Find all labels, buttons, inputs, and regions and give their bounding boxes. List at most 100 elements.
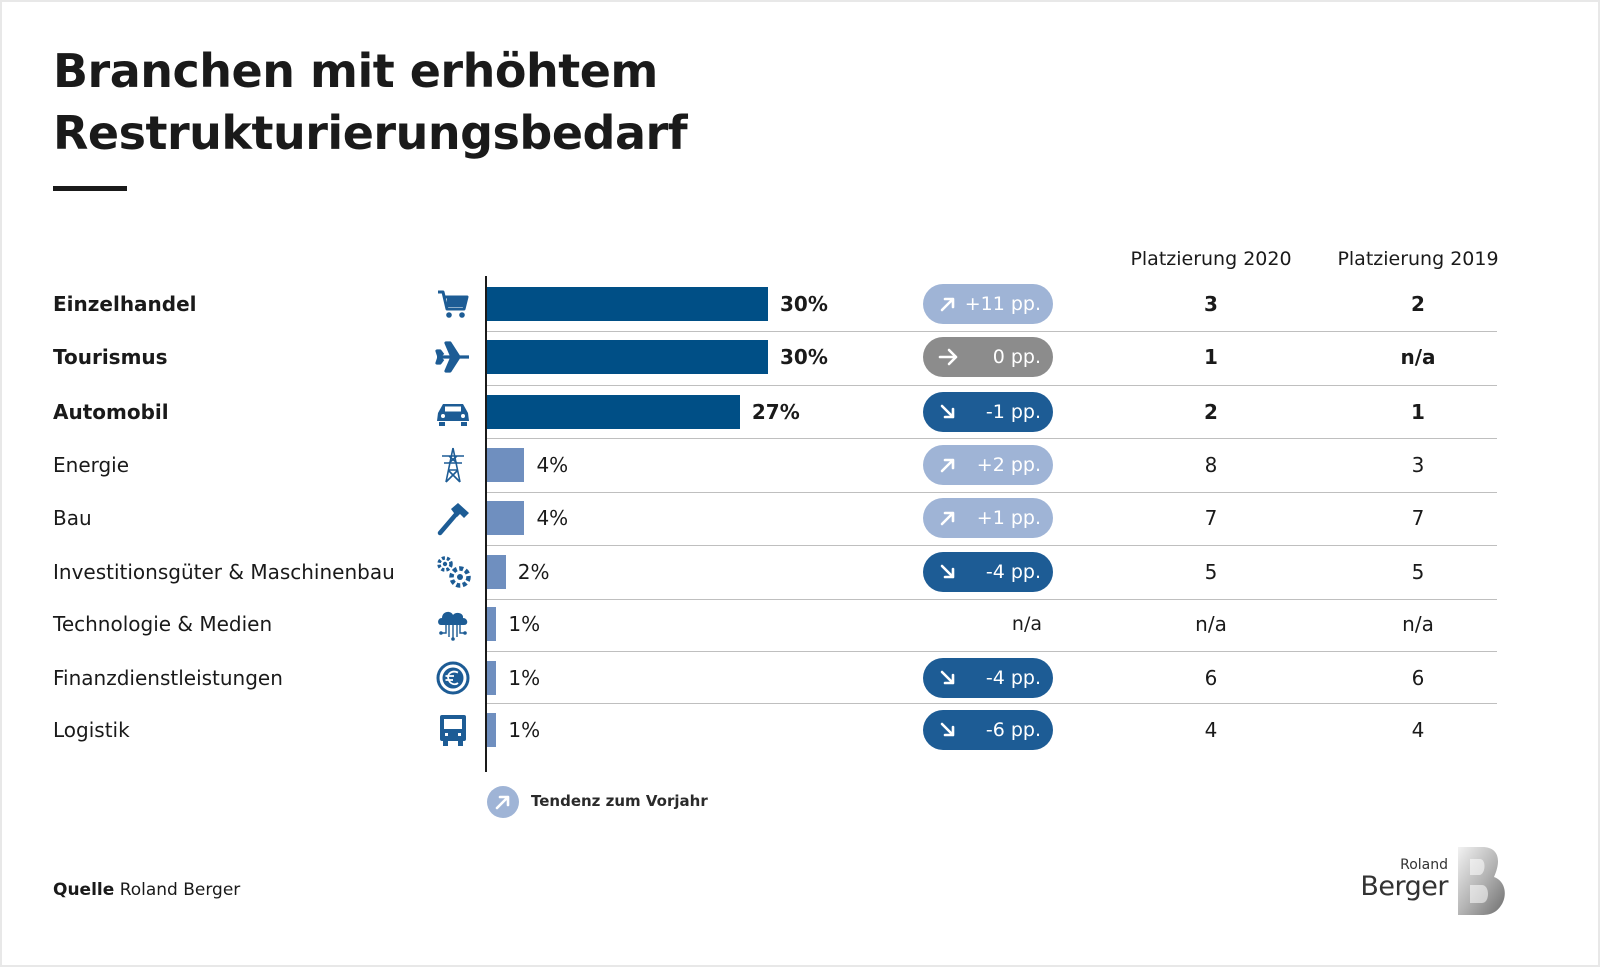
- table-row: Energie 4% +2 pp. 8 3: [0, 438, 1600, 492]
- truck-icon: [434, 711, 472, 749]
- table-row: Automobil 27% -1 pp. 2 1: [0, 385, 1600, 439]
- rank-2019: 4: [1411, 718, 1425, 742]
- trend-down-arrow-icon: [937, 561, 959, 583]
- rank-2019: 7: [1411, 506, 1425, 530]
- rank-2020: 4: [1204, 718, 1218, 742]
- tendency-badge: -4 pp.: [923, 552, 1053, 592]
- tendency-badge: +11 pp.: [923, 284, 1053, 324]
- table-row: Logistik 1% -6 pp. 4 4: [0, 703, 1600, 757]
- source-text: Roland Berger: [119, 880, 241, 900]
- category-label: Investitionsgüter & Maschinenbau: [53, 560, 395, 584]
- rank-2020: 6: [1204, 666, 1218, 690]
- tendency-badge: -1 pp.: [923, 392, 1053, 432]
- category-label: Bau: [53, 506, 92, 530]
- rank-2019: 1: [1411, 400, 1425, 424]
- row-separator: [487, 703, 1497, 704]
- bar-value-label: 2%: [517, 560, 550, 584]
- category-label: Energie: [53, 453, 130, 477]
- shopping-cart-icon: [434, 285, 472, 323]
- table-row: Investitionsgüter & Maschinenbau 2% -4 pp.…: [0, 545, 1600, 599]
- column-header-rank-2020: Platzierung 2020: [1130, 248, 1292, 270]
- gears-icon: [434, 553, 472, 591]
- trend-flat-arrow-icon: [937, 346, 959, 368]
- tendency-value: -4 pp.: [985, 667, 1041, 689]
- tendency-value: +11 pp.: [964, 293, 1041, 315]
- tendency-badge: 0 pp.: [923, 337, 1053, 377]
- car-icon: [434, 393, 472, 431]
- rank-2020: 7: [1204, 506, 1218, 530]
- bar: [487, 661, 497, 695]
- logo-b-mark-icon: [1458, 847, 1505, 915]
- row-separator: [487, 331, 1497, 332]
- row-separator: [487, 438, 1497, 439]
- rank-2019: n/a: [1402, 612, 1434, 636]
- bar-axis-line: [485, 276, 487, 772]
- table-row: Tourismus 30% 0 pp. 1 n/a: [0, 330, 1600, 384]
- trend-up-arrow-icon: [937, 293, 959, 315]
- rank-2019: 2: [1411, 292, 1425, 316]
- airplane-icon: [434, 338, 472, 376]
- rank-2020: 5: [1204, 560, 1218, 584]
- table-row: Einzelhandel 30% +11 pp. 3 2: [0, 277, 1600, 331]
- title-underline: [53, 186, 127, 191]
- category-label: Automobil: [53, 400, 169, 424]
- rank-2020: 2: [1204, 400, 1218, 424]
- category-label: Einzelhandel: [53, 292, 197, 316]
- bar: [487, 340, 768, 374]
- rank-2020: 8: [1204, 453, 1218, 477]
- source-note: Quelle Roland Berger: [53, 880, 240, 900]
- tendency-value: -6 pp.: [985, 719, 1041, 741]
- tendency-value: n/a: [1011, 613, 1042, 635]
- trend-up-arrow-icon: [937, 507, 959, 529]
- tendency-badge: -4 pp.: [923, 658, 1053, 698]
- logo-text-small: Roland: [1400, 857, 1448, 873]
- rank-2019: 5: [1411, 560, 1425, 584]
- tendency-badge: -6 pp.: [923, 710, 1053, 750]
- trend-down-arrow-icon: [937, 667, 959, 689]
- bar: [487, 448, 525, 482]
- tendency-value: -4 pp.: [985, 561, 1041, 583]
- trend-up-legend-icon: [487, 786, 519, 818]
- tendency-value: -1 pp.: [985, 401, 1041, 423]
- bar-value-label: 1%: [508, 612, 541, 636]
- bar: [487, 555, 506, 589]
- table-row: Finanzdienstleistungen 1% -4 pp. 6 6: [0, 651, 1600, 705]
- hammer-icon: [434, 499, 472, 537]
- tendency-badge: +2 pp.: [923, 445, 1053, 485]
- bar-value-label: 27%: [751, 400, 800, 424]
- bar: [487, 395, 740, 429]
- rank-2019: n/a: [1400, 345, 1436, 369]
- tendency-value: +1 pp.: [976, 507, 1041, 529]
- trend-down-arrow-icon: [937, 719, 959, 741]
- rank-2020: 3: [1204, 292, 1218, 316]
- logo-text-big: Berger: [1360, 871, 1448, 902]
- rank-2020: 1: [1204, 345, 1218, 369]
- table-row: Bau 4% +1 pp. 7 7: [0, 491, 1600, 545]
- trend-up-arrow-icon: [937, 454, 959, 476]
- row-separator: [487, 385, 1497, 386]
- bar: [487, 501, 525, 535]
- title-line-2: Restrukturierungsbedarf: [53, 106, 688, 160]
- category-label: Tourismus: [53, 345, 168, 369]
- row-separator: [487, 492, 1497, 493]
- bar-value-label: 1%: [508, 666, 541, 690]
- table-row: Technologie & Medien 1% n/a n/a n/a: [0, 597, 1600, 651]
- source-prefix: Quelle: [53, 880, 115, 900]
- trend-down-arrow-icon: [937, 401, 959, 423]
- rank-2019: 3: [1411, 453, 1425, 477]
- row-separator: [487, 545, 1497, 546]
- bar: [487, 607, 497, 641]
- tendency-value: +2 pp.: [976, 454, 1041, 476]
- rank-2019: 6: [1411, 666, 1425, 690]
- bar-value-label: 1%: [508, 718, 541, 742]
- tendency-value: 0 pp.: [992, 346, 1041, 368]
- bar-value-label: 4%: [536, 506, 569, 530]
- tendency-badge: +1 pp.: [923, 498, 1053, 538]
- legend-label: Tendenz zum Vorjahr: [531, 792, 708, 810]
- euro-coin-icon: [434, 659, 472, 697]
- chart-title: Branchen mit erhöhtem Restrukturierungsb…: [53, 40, 688, 164]
- category-label: Finanzdienstleistungen: [53, 666, 283, 690]
- row-separator: [487, 651, 1497, 652]
- power-tower-icon: [434, 446, 472, 484]
